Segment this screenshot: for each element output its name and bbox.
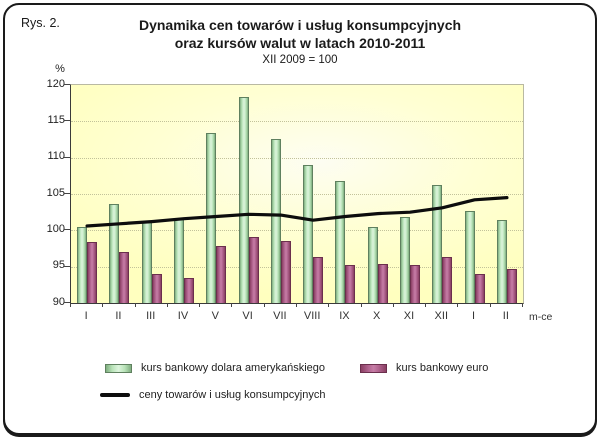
legend-item-usd: kurs bankowy dolara amerykańskiego xyxy=(105,362,325,374)
y-tick-label: 120 xyxy=(46,77,65,90)
y-tick xyxy=(64,265,70,267)
cpi-line xyxy=(85,195,509,228)
bar-eur-rate xyxy=(87,241,98,303)
legend-item-eur: kurs bankowy euro xyxy=(360,362,488,374)
x-tick-label: VI xyxy=(242,310,253,322)
bar-eur-rate xyxy=(216,245,227,303)
y-tick xyxy=(64,84,70,85)
y-axis-unit-label: % xyxy=(55,63,65,75)
legend-label-eur: kurs bankowy euro xyxy=(396,362,489,374)
chart-frame: Rys. 2. Dynamika cen towarów i usług kon… xyxy=(3,3,597,435)
x-tick-label: X xyxy=(373,310,381,322)
x-axis-unit-label: m-ce xyxy=(529,311,553,323)
bar-eur-rate xyxy=(151,273,162,303)
bar-usd-rate xyxy=(496,220,507,303)
gridline-95 xyxy=(71,266,523,268)
bar-usd-rate xyxy=(270,138,281,303)
x-tick-label: II xyxy=(115,310,122,322)
y-tick-label: 115 xyxy=(47,113,65,126)
x-tick xyxy=(522,303,523,307)
x-tick xyxy=(199,303,201,307)
bar-eur-rate xyxy=(345,264,356,303)
x-tick-label: II xyxy=(502,310,509,322)
usd-bar-swatch-icon xyxy=(105,363,132,373)
bar-usd-rate xyxy=(464,211,475,303)
x-tick xyxy=(360,303,362,307)
chart-title-line2: oraz kursów walut w latach 2010-2011 xyxy=(174,35,426,51)
title-block: Dynamika cen towarów i usług konsumpcyjn… xyxy=(5,16,595,68)
bar-eur-rate xyxy=(474,273,485,303)
bar-eur-rate xyxy=(184,277,194,303)
bar-usd-rate xyxy=(400,217,410,303)
gridline-110 xyxy=(71,157,523,159)
gridline-115 xyxy=(71,121,523,123)
x-tick xyxy=(457,303,459,307)
y-tick-label: 100 xyxy=(46,222,65,235)
bar-eur-rate xyxy=(248,236,259,303)
cpi-line-swatch-icon xyxy=(100,393,130,397)
bar-usd-rate xyxy=(109,204,120,303)
bar-eur-rate xyxy=(442,256,453,303)
x-tick xyxy=(231,303,233,307)
bar-usd-rate xyxy=(303,164,314,303)
bar-eur-rate xyxy=(280,241,291,303)
bar-eur-rate xyxy=(313,257,324,303)
y-tick xyxy=(64,156,70,158)
x-tick-label: IX xyxy=(339,310,350,322)
eur-bar-swatch-icon xyxy=(360,363,387,373)
figure-label: Rys. 2. xyxy=(21,16,60,30)
bar-eur-rate xyxy=(119,252,130,303)
x-tick xyxy=(166,303,168,307)
x-tick xyxy=(134,303,136,307)
y-tick-label: 110 xyxy=(47,150,65,163)
y-tick xyxy=(64,302,70,303)
x-tick-label: III xyxy=(146,310,156,322)
x-tick xyxy=(392,303,394,307)
y-tick-label: 105 xyxy=(46,186,65,199)
x-tick xyxy=(328,303,330,307)
bar-usd-rate xyxy=(238,97,249,303)
x-tick-label: VIII xyxy=(303,310,321,322)
bar-usd-rate xyxy=(367,227,378,303)
chart-subtitle: XII 2009 = 100 xyxy=(262,54,338,66)
gridline-100 xyxy=(71,230,523,232)
x-tick-label: VII xyxy=(273,310,287,322)
legend-label-cpi: ceny towarów i usług konsumpcyjnych xyxy=(139,389,326,401)
x-tick xyxy=(70,303,71,307)
y-tick-label: 90 xyxy=(52,295,65,308)
x-tick-label: XI xyxy=(403,310,415,322)
legend-label-usd: kurs bankowy dolara amerykańskiego xyxy=(141,362,326,374)
y-tick-label: 95 xyxy=(52,259,65,272)
chart-title-line1: Dynamika cen towarów i usług konsumpcyjn… xyxy=(138,17,462,33)
x-tick-label: I xyxy=(472,310,476,322)
y-tick xyxy=(64,193,70,194)
bar-eur-rate xyxy=(506,268,517,303)
x-tick xyxy=(489,303,491,307)
x-tick-label: XII xyxy=(434,310,448,322)
legend-item-cpi: ceny towarów i usług konsumpcyjnych xyxy=(100,389,325,401)
plot-area xyxy=(70,84,524,304)
x-tick xyxy=(263,303,265,307)
x-tick-label: I xyxy=(84,310,88,322)
bar-eur-rate xyxy=(377,263,388,303)
x-tick xyxy=(296,303,297,307)
bar-usd-rate xyxy=(335,180,346,303)
y-tick xyxy=(64,229,70,231)
bar-usd-rate xyxy=(77,226,88,303)
x-tick-label: V xyxy=(211,310,219,322)
bar-eur-rate xyxy=(410,264,420,303)
x-tick xyxy=(425,303,427,307)
gridline-105 xyxy=(71,194,523,195)
y-tick xyxy=(64,120,70,122)
x-tick-label: IV xyxy=(177,310,189,322)
x-tick xyxy=(102,303,104,307)
bar-usd-rate xyxy=(432,184,443,303)
